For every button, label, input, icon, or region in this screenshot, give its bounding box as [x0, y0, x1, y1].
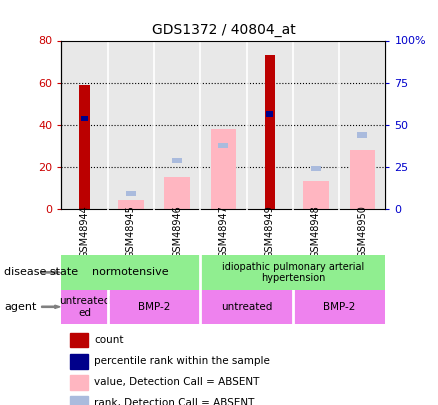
Bar	[61, 290, 108, 324]
Text: GSM48949: GSM48949	[265, 205, 275, 258]
Text: value, Detection Call = ABSENT: value, Detection Call = ABSENT	[94, 377, 260, 387]
Text: agent: agent	[4, 302, 37, 312]
Text: GSM48945: GSM48945	[126, 205, 136, 258]
Bar	[350, 150, 375, 209]
Bar	[303, 181, 328, 209]
Bar	[357, 132, 367, 138]
Bar	[218, 143, 229, 148]
Bar	[200, 290, 293, 324]
Text: GSM48947: GSM48947	[219, 205, 228, 258]
Text: normotensive: normotensive	[92, 267, 169, 277]
Bar	[266, 111, 273, 117]
Text: percentile rank within the sample: percentile rank within the sample	[94, 356, 270, 366]
Bar	[265, 55, 275, 209]
Text: GSM48950: GSM48950	[357, 205, 367, 258]
Text: untreated
ed: untreated ed	[59, 296, 110, 318]
Text: count: count	[94, 335, 124, 345]
Bar	[108, 290, 200, 324]
Text: disease state: disease state	[4, 267, 78, 277]
Text: GSM48946: GSM48946	[172, 205, 182, 258]
Bar	[311, 166, 321, 171]
Bar	[293, 290, 385, 324]
Text: untreated: untreated	[221, 302, 272, 312]
Bar	[126, 191, 136, 196]
Text: idiopathic pulmonary arterial
hypertension: idiopathic pulmonary arterial hypertensi…	[222, 262, 364, 283]
Bar	[164, 177, 190, 209]
Text: BMP-2: BMP-2	[323, 302, 355, 312]
Title: GDS1372 / 40804_at: GDS1372 / 40804_at	[152, 23, 295, 37]
Text: rank, Detection Call = ABSENT: rank, Detection Call = ABSENT	[94, 399, 254, 405]
Bar	[200, 255, 385, 290]
Text: BMP-2: BMP-2	[138, 302, 170, 312]
Bar	[211, 129, 236, 209]
Bar	[172, 158, 182, 163]
Text: GSM48948: GSM48948	[311, 205, 321, 258]
Bar	[118, 200, 144, 209]
Bar	[81, 115, 88, 121]
Bar	[79, 85, 89, 209]
Text: GSM48944: GSM48944	[79, 205, 89, 258]
Bar	[61, 255, 200, 290]
